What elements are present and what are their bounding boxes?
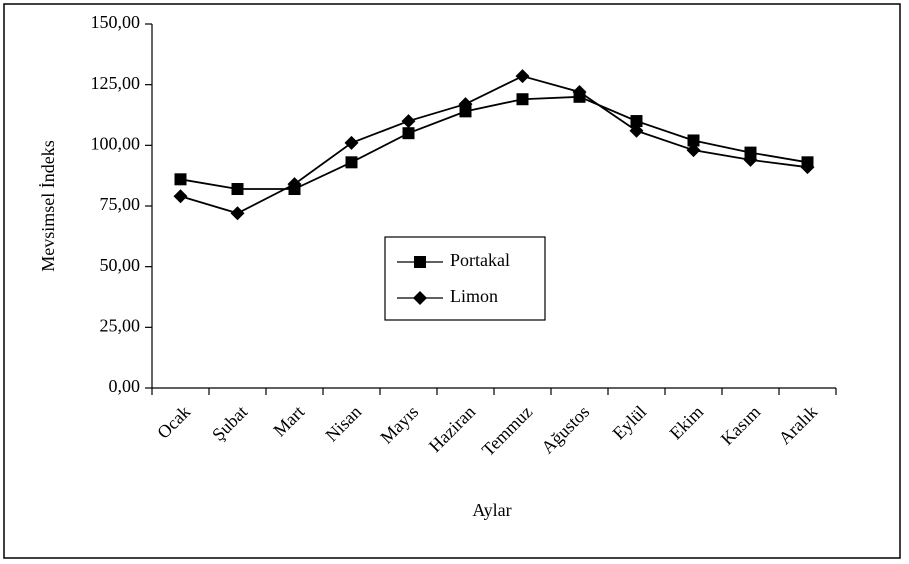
x-tick-label: Şubat	[208, 402, 251, 445]
x-tick-label: Nisan	[321, 402, 365, 446]
marker	[516, 93, 529, 106]
x-tick-label: Aralık	[775, 402, 822, 449]
legend-label: Portakal	[450, 250, 510, 270]
legend-label: Limon	[450, 286, 498, 306]
x-tick-label: Ekim	[666, 402, 708, 444]
marker	[629, 123, 644, 138]
marker	[686, 143, 701, 158]
x-tick-label: Ağustos	[537, 402, 593, 458]
marker	[414, 256, 426, 268]
marker	[630, 115, 643, 128]
marker	[401, 114, 416, 129]
marker	[231, 183, 244, 196]
legend-box	[384, 236, 546, 321]
marker	[230, 206, 245, 221]
marker	[344, 135, 359, 150]
y-tick-label: 0,00	[109, 376, 141, 396]
marker	[413, 291, 427, 305]
x-tick-label: Kasım	[717, 402, 764, 449]
marker	[515, 69, 530, 84]
y-tick-label: 75,00	[100, 194, 141, 214]
x-tick-label: Eylül	[609, 402, 651, 444]
marker	[402, 127, 415, 140]
x-tick-label: Mart	[269, 402, 308, 441]
x-tick-label: Haziran	[425, 402, 479, 456]
x-tick-label: Ocak	[153, 402, 194, 443]
y-tick-label: 25,00	[100, 315, 141, 335]
series-line	[180, 75, 808, 215]
marker	[743, 152, 758, 167]
marker	[174, 173, 187, 186]
x-tick-label: Temmuz	[478, 402, 536, 460]
series-line	[180, 95, 808, 190]
y-tick-label: 100,00	[91, 133, 141, 153]
marker	[800, 160, 815, 175]
marker	[458, 97, 473, 112]
y-tick-label: 50,00	[100, 255, 141, 275]
y-tick-label: 150,00	[91, 12, 141, 32]
marker	[287, 177, 302, 192]
y-tick-label: 125,00	[91, 73, 141, 93]
x-tick-label: Mayıs	[376, 402, 422, 448]
x-axis-title: Aylar	[472, 500, 511, 520]
marker	[687, 134, 700, 147]
marker	[345, 156, 358, 169]
y-axis-title: Mevsimsel İndeks	[38, 140, 58, 271]
marker	[744, 146, 757, 159]
marker	[459, 105, 472, 118]
marker	[173, 189, 188, 204]
chart-border	[3, 3, 901, 559]
marker	[572, 84, 587, 99]
